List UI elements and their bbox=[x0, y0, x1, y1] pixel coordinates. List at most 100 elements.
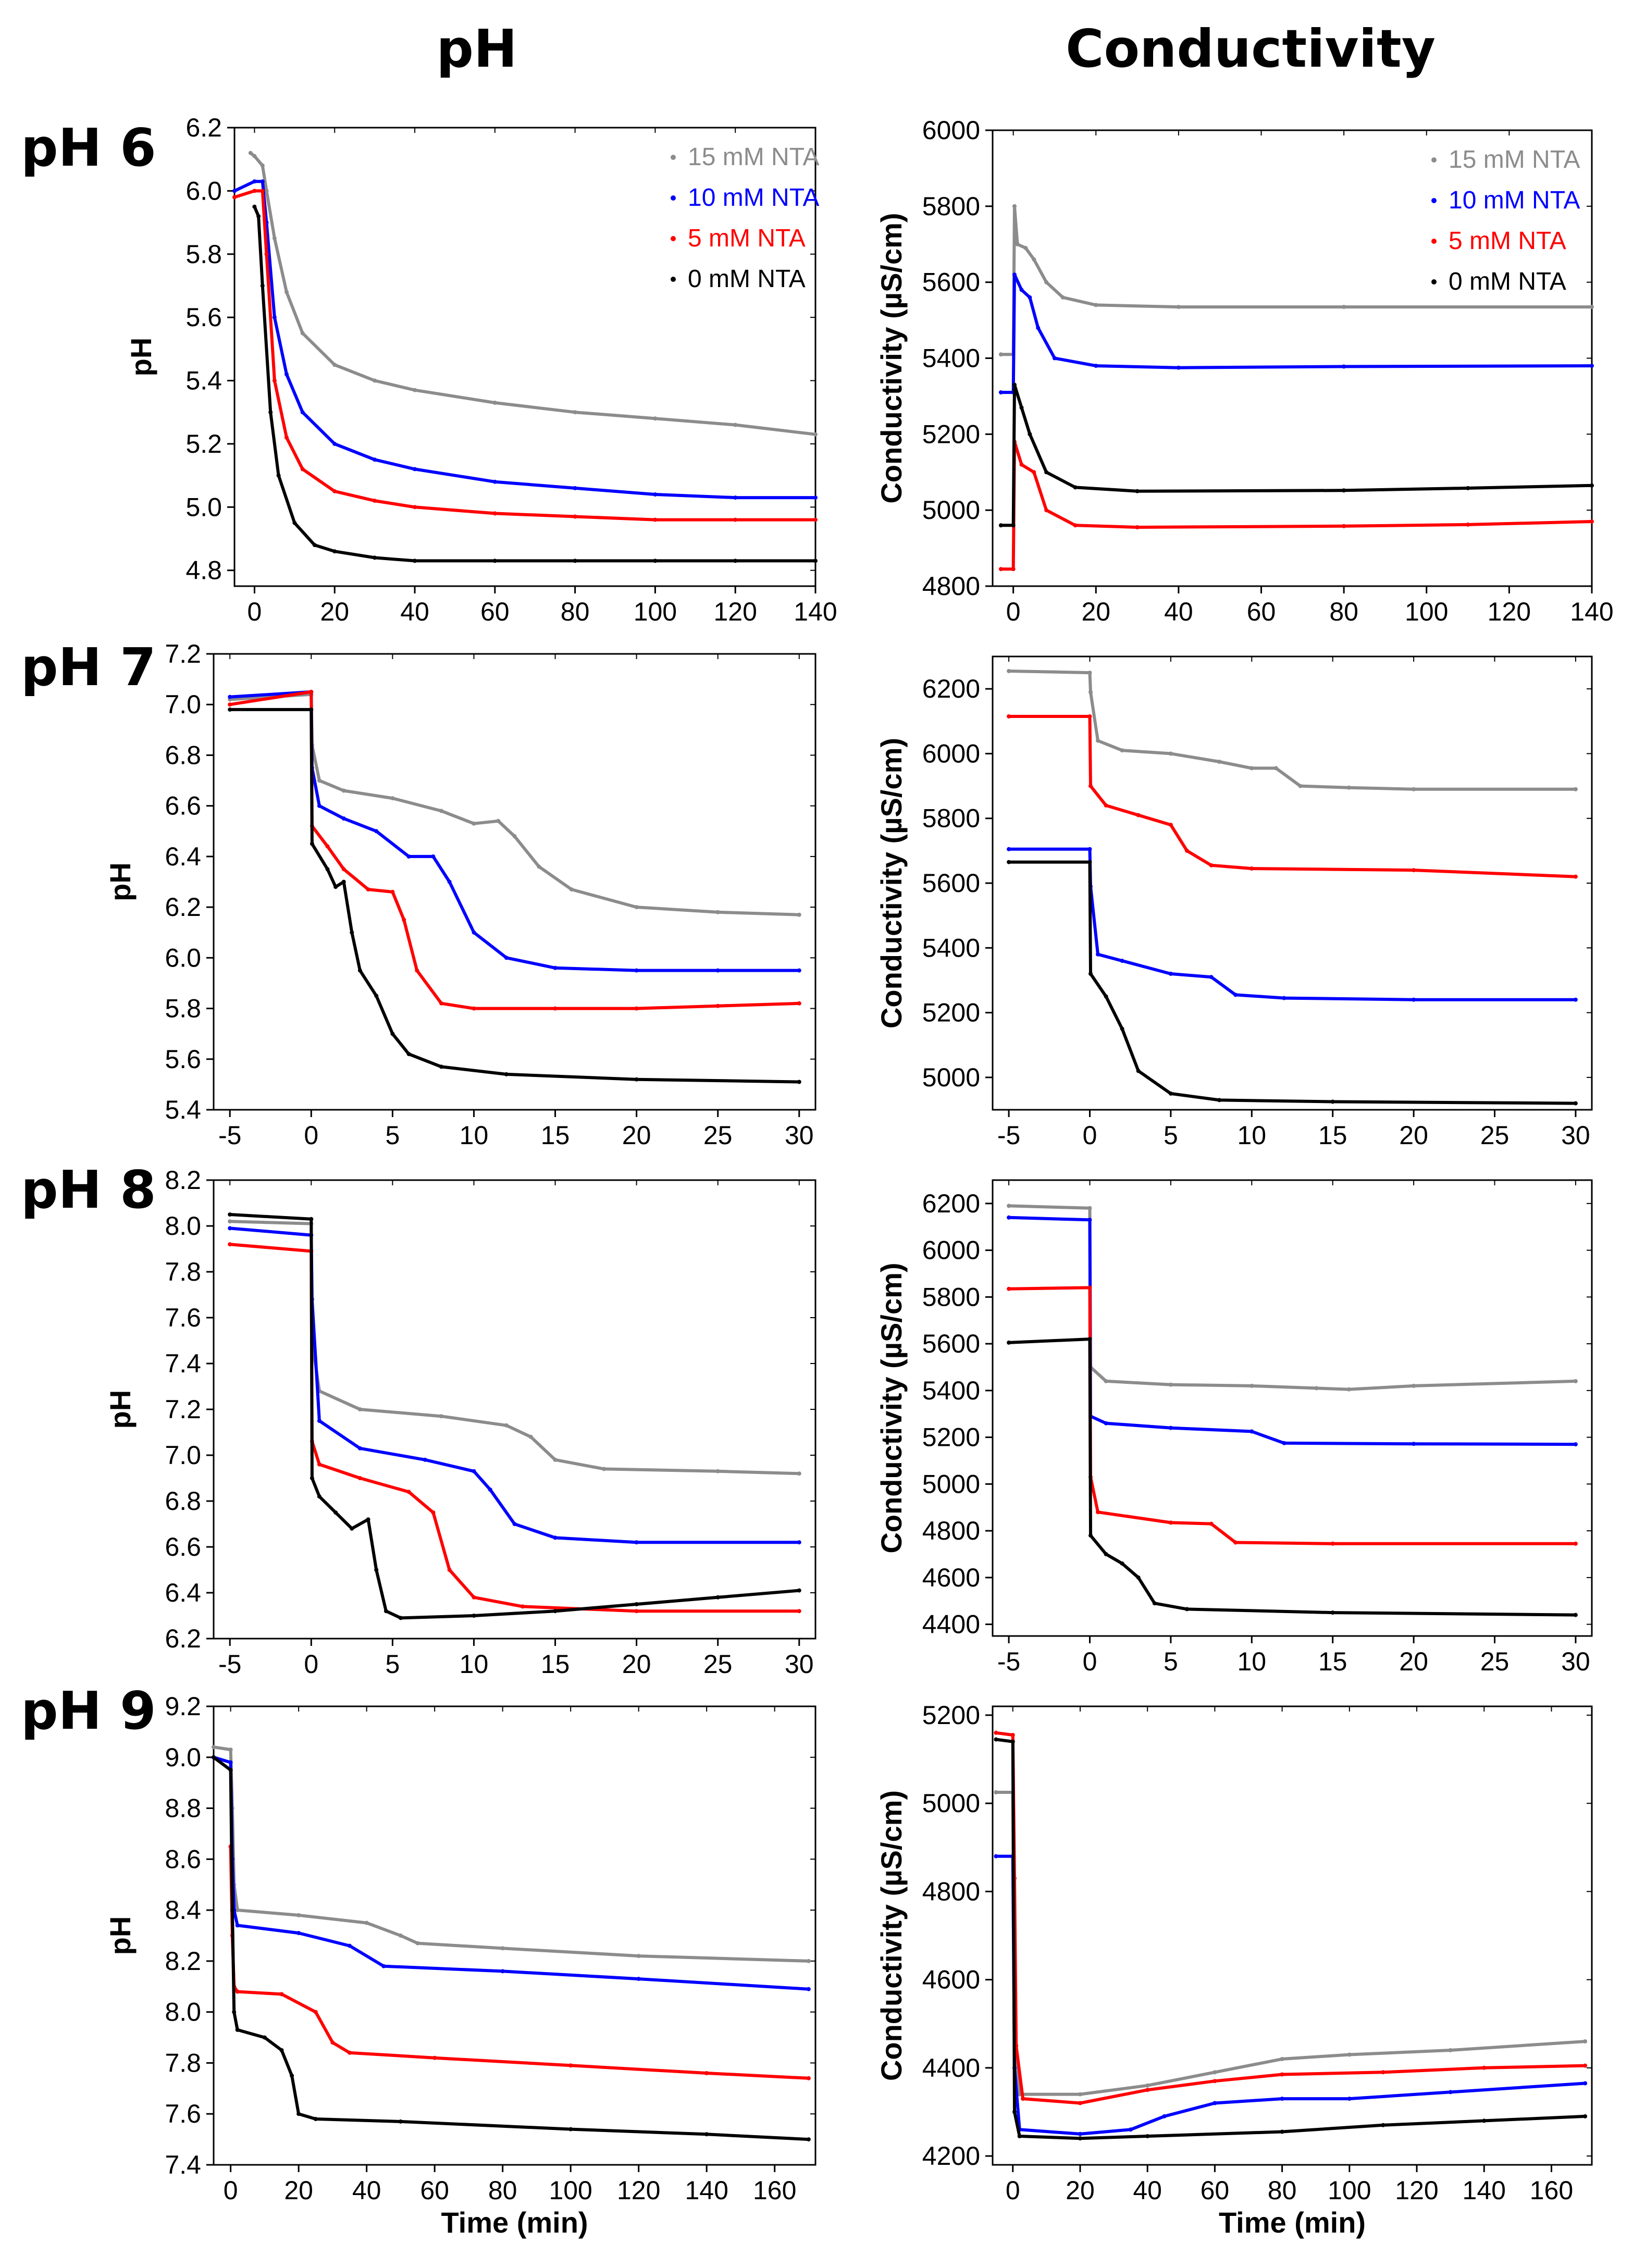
data-point bbox=[1104, 1552, 1108, 1556]
series-15-mm-nta bbox=[1007, 669, 1578, 791]
data-point bbox=[1120, 959, 1124, 963]
y-tick-label: 6.2 bbox=[165, 893, 201, 922]
data-point bbox=[357, 1407, 362, 1411]
data-point bbox=[602, 1467, 607, 1471]
data-point bbox=[998, 352, 1003, 357]
data-point bbox=[300, 410, 305, 415]
data-point bbox=[272, 236, 277, 241]
data-point bbox=[310, 841, 314, 846]
data-point bbox=[472, 1469, 476, 1473]
y-axis-label: pH bbox=[125, 338, 157, 377]
y-tick-label: 6.2 bbox=[165, 1624, 201, 1653]
data-point bbox=[1342, 488, 1346, 493]
data-point bbox=[431, 854, 436, 859]
data-point bbox=[813, 559, 818, 563]
data-point bbox=[472, 821, 476, 826]
legend-entry: 15 mM NTA bbox=[688, 143, 819, 171]
y-tick-label: 7.4 bbox=[165, 1349, 201, 1378]
data-point bbox=[256, 214, 261, 218]
data-point bbox=[309, 689, 314, 694]
data-point bbox=[634, 1609, 639, 1614]
data-point bbox=[1342, 364, 1346, 369]
data-point bbox=[488, 1488, 492, 1492]
data-point bbox=[300, 331, 305, 336]
data-point bbox=[653, 559, 658, 563]
data-point bbox=[374, 829, 379, 834]
data-point bbox=[390, 889, 395, 894]
data-point bbox=[373, 378, 377, 383]
y-tick-label: 7.4 bbox=[165, 2150, 201, 2179]
data-point bbox=[1011, 523, 1016, 528]
data-point bbox=[1573, 787, 1578, 791]
series-0-mm-nta bbox=[228, 1212, 801, 1620]
x-tick-label: 10 bbox=[460, 1121, 489, 1150]
data-point bbox=[998, 523, 1003, 528]
series-5-mm-nta bbox=[228, 689, 801, 1011]
data-point bbox=[406, 854, 411, 859]
y-tick-label: 7.2 bbox=[165, 1395, 201, 1424]
data-point bbox=[1250, 866, 1254, 871]
data-point bbox=[1087, 714, 1092, 718]
data-point bbox=[350, 1526, 354, 1531]
legend-marker bbox=[1431, 239, 1437, 244]
x-tick-label: 120 bbox=[617, 2176, 660, 2205]
data-point bbox=[1168, 823, 1173, 827]
data-point bbox=[553, 1535, 558, 1540]
y-tick-label: 5.2 bbox=[185, 429, 222, 458]
data-point bbox=[1573, 1442, 1578, 1447]
data-point bbox=[290, 2073, 294, 2078]
data-point bbox=[264, 189, 269, 193]
data-point bbox=[1096, 1510, 1100, 1515]
data-point bbox=[504, 1423, 509, 1428]
x-tick-label: 30 bbox=[785, 1650, 814, 1679]
data-point bbox=[1573, 1613, 1578, 1617]
y-tick-label: 4800 bbox=[922, 572, 980, 601]
x-tick-label: 0 bbox=[1083, 1647, 1097, 1676]
data-point bbox=[733, 559, 738, 563]
data-point bbox=[1176, 365, 1181, 370]
data-point bbox=[634, 905, 639, 910]
y-tick-label: 4800 bbox=[922, 1877, 980, 1906]
x-tick-label: 20 bbox=[284, 2176, 313, 2205]
data-point bbox=[1073, 523, 1078, 528]
y-tick-label: 5000 bbox=[922, 1469, 980, 1498]
data-point bbox=[797, 1588, 801, 1593]
data-point bbox=[1466, 486, 1470, 490]
y-tick-label: 5200 bbox=[922, 1423, 980, 1452]
data-point bbox=[715, 910, 720, 914]
data-point bbox=[634, 1540, 639, 1545]
data-point bbox=[381, 1964, 386, 1968]
data-point bbox=[492, 511, 497, 516]
plot-frame bbox=[992, 1705, 1593, 2166]
data-point bbox=[1145, 2134, 1150, 2138]
data-point bbox=[1017, 2092, 1022, 2097]
data-point bbox=[1573, 997, 1578, 1002]
x-tick-label: 160 bbox=[1530, 2176, 1573, 2205]
data-point bbox=[1573, 1101, 1578, 1106]
data-point bbox=[1280, 2129, 1284, 2134]
y-tick-label: 6200 bbox=[922, 1189, 980, 1218]
y-tick-label: 7.8 bbox=[165, 1257, 201, 1286]
data-point bbox=[1087, 1206, 1092, 1210]
data-point bbox=[492, 559, 497, 563]
data-point bbox=[1053, 356, 1057, 361]
data-point bbox=[413, 505, 417, 510]
data-point bbox=[797, 1001, 801, 1006]
data-point bbox=[1078, 2101, 1082, 2105]
x-tick-label: -5 bbox=[218, 1650, 241, 1679]
y-tick-label: 4200 bbox=[922, 2141, 980, 2171]
data-point bbox=[994, 1790, 998, 1794]
data-point bbox=[634, 968, 639, 973]
x-tick-label: 100 bbox=[634, 597, 677, 626]
series-15-mm-nta bbox=[248, 151, 818, 437]
y-tick-label: 5.4 bbox=[185, 366, 222, 395]
column-title-conductivity: Conductivity bbox=[1066, 18, 1436, 79]
data-point bbox=[1028, 432, 1032, 437]
data-point bbox=[313, 2117, 318, 2121]
y-tick-label: 5.8 bbox=[165, 994, 201, 1023]
data-point bbox=[806, 2076, 811, 2080]
data-point bbox=[373, 555, 377, 560]
data-point bbox=[806, 1987, 811, 1991]
y-tick-label: 6.6 bbox=[165, 1532, 201, 1561]
data-point bbox=[813, 432, 818, 437]
